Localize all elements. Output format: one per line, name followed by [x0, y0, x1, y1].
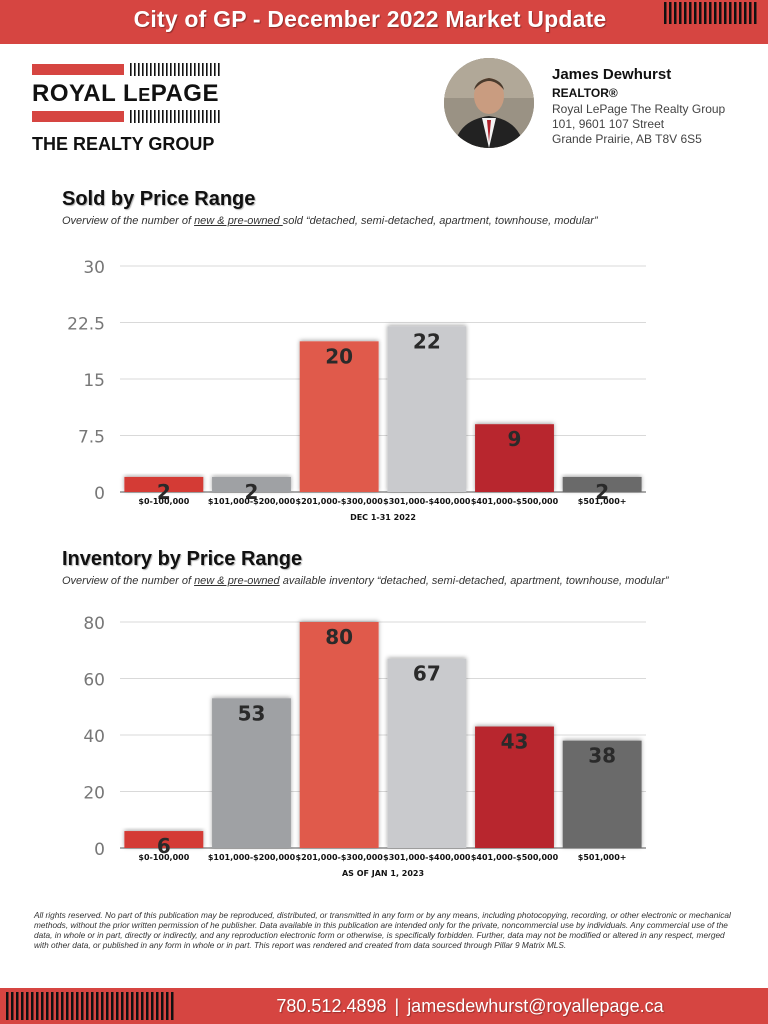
royal-lepage-logo: ROYAL LEPAGE THE REALTY GROUP: [32, 60, 232, 160]
bar-value-label: 22: [413, 329, 441, 353]
agent-address-2: Grande Prairie, AB T8V 6S5: [552, 132, 702, 146]
x-tick-label: $0-100,000: [138, 853, 189, 862]
agent-name: James Dewhurst: [552, 66, 672, 83]
bar: [387, 326, 467, 492]
bar-value-label: 9: [508, 427, 522, 451]
bar-value-label: 80: [325, 625, 353, 649]
x-tick-label: $101,000-$200,000: [208, 853, 296, 862]
agent-company: Royal LePage The Realty Group: [552, 102, 726, 116]
bar-value-label: 2: [595, 480, 609, 504]
bar-value-label: 6: [157, 834, 171, 858]
bar-value-label: 2: [245, 480, 259, 504]
bar: [475, 726, 554, 848]
logo-barcode-bottom: [130, 110, 220, 123]
y-tick-label: 60: [83, 671, 105, 691]
bar: [212, 476, 291, 492]
bar-value-label: 2: [157, 480, 171, 504]
footer-email: jamesdewhurst@royallepage.ca: [407, 996, 664, 1016]
x-tick-label: $501,000+: [578, 497, 627, 506]
x-tick-label: $101,000-$200,000: [208, 497, 296, 506]
y-tick-label: 30: [83, 258, 105, 278]
x-tick-label: $501,000+: [578, 853, 627, 862]
y-tick-label: 15: [83, 371, 105, 391]
y-tick-label: 0: [94, 840, 105, 860]
inventory-chart: 0 20 40 60 80 6 $0-100,000 53 $101,000-$200,000 8…: [50, 606, 660, 886]
y-tick-label: 20: [83, 784, 105, 804]
legal-disclaimer: All rights reserved. No part of this pub…: [34, 910, 731, 950]
agent-avatar: [444, 58, 534, 148]
bar: [562, 740, 642, 848]
x-tick-label: $301,000-$400,000: [383, 497, 471, 506]
y-tick-label: 7.5: [78, 428, 105, 448]
inventory-section-title: Inventory by Price Range: [62, 548, 303, 570]
agent-address-1: 101, 9601 107 Street: [552, 117, 665, 131]
x-axis-label: DEC 1-31 2022: [350, 513, 416, 522]
x-tick-label: $0-100,000: [138, 497, 189, 506]
agent-role: REALTOR®: [552, 86, 618, 100]
y-tick-label: 0: [94, 484, 105, 504]
y-tick-label: 22.5: [67, 315, 105, 335]
logo-wordmark: ROYAL LEPAGE: [32, 80, 219, 107]
bar: [124, 476, 204, 492]
bar-value-label: 43: [501, 730, 529, 754]
bar-value-label: 38: [588, 744, 616, 768]
sold-section-subtitle: Overview of the number of new & pre-owne…: [62, 215, 598, 227]
footer-contact: 780.512.4898 | jamesdewhurst@royallepage.c…: [190, 996, 750, 1017]
y-tick-label: 40: [83, 727, 105, 747]
sold-chart: 0 7.5 15 22.5 30 2 $0-100,000 2 $101,000-$200,00…: [50, 250, 660, 530]
footer-barcode-decoration: [6, 992, 174, 1020]
x-tick-label: $201,000-$300,000: [296, 497, 384, 506]
bar: [562, 476, 642, 492]
footer-separator: |: [394, 996, 400, 1016]
x-axis-label: AS OF JAN 1, 2023: [342, 869, 424, 878]
x-tick-label: $401,000-$500,000: [471, 497, 559, 506]
sold-section-title: Sold by Price Range: [62, 188, 256, 210]
bar-value-label: 20: [325, 344, 353, 368]
footer-phone: 780.512.4898: [276, 996, 387, 1016]
logo-barcode-top: [130, 63, 220, 76]
x-tick-label: $401,000-$500,000: [471, 853, 559, 862]
barcode-decoration: [664, 2, 757, 24]
logo-red-stripe-bottom: [32, 111, 124, 122]
bar-value-label: 53: [238, 701, 266, 725]
agent-portrait-icon: [444, 58, 534, 148]
bar-value-label: 67: [413, 662, 441, 686]
bar: [475, 424, 554, 492]
inventory-chart-svg: 0 20 40 60 80 6$0-100,000 53 $101,000-$200,000 8…: [83, 614, 646, 878]
page-title: City of GP - December 2022 Market Update: [133, 6, 607, 32]
bar: [299, 622, 379, 848]
bar: [387, 658, 467, 848]
bar: [124, 831, 204, 848]
header-bar: City of GP - December 2022 Market Update: [0, 0, 768, 44]
agent-info: James Dewhurst REALTOR® Royal LePage The…: [552, 66, 762, 147]
bar: [299, 341, 379, 492]
footer-bar: 780.512.4898 | jamesdewhurst@royallepage.c…: [0, 988, 768, 1024]
x-tick-label: $301,000-$400,000: [383, 853, 471, 862]
y-tick-label: 80: [83, 614, 105, 634]
bar: [212, 698, 291, 848]
logo-subtitle: THE REALTY GROUP: [32, 134, 215, 154]
logo-red-stripe: [32, 64, 124, 75]
x-tick-label: $201,000-$300,000: [296, 853, 384, 862]
inventory-section-subtitle: Overview of the number of new & pre-owne…: [62, 575, 669, 587]
